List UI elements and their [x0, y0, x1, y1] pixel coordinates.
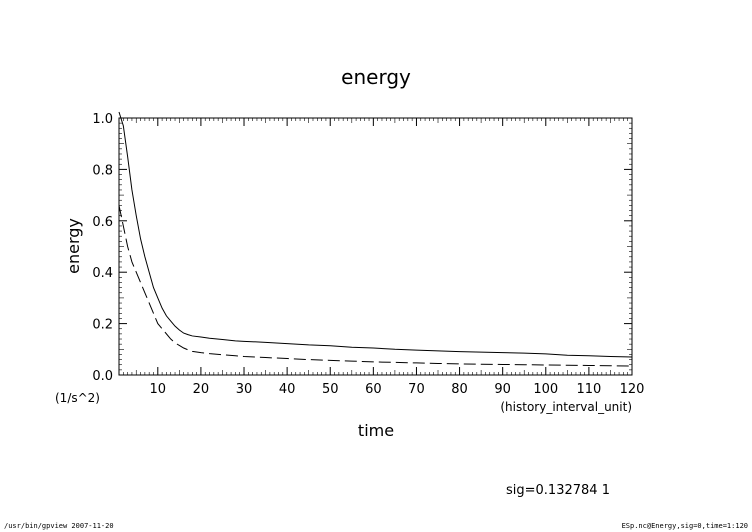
x-tick-label: 30 [236, 382, 253, 397]
y-axis-unit: (1/s^2) [55, 391, 100, 405]
x-tick-label: 100 [533, 382, 558, 397]
chart-title: energy [341, 65, 411, 89]
y-tick-label: 0.2 [92, 318, 113, 333]
y-tick-label: 0.0 [92, 369, 113, 384]
sig-annotation: sig=0.132784 1 [506, 483, 610, 498]
x-tick-label: 120 [620, 382, 645, 397]
x-tick-label: 70 [408, 382, 425, 397]
x-tick-label: 80 [451, 382, 468, 397]
x-axis-label: time [358, 421, 394, 440]
x-tick-label: 60 [365, 382, 382, 397]
x-tick-label: 90 [494, 382, 511, 397]
y-axis-label: energy [64, 218, 83, 274]
y-axis: 0.0 0.2 0.4 0.6 0.8 1.0 [92, 112, 632, 384]
x-axis: 10 20 30 40 50 60 70 80 90 100 110 120 [118, 118, 645, 397]
y-tick-label: 0.4 [92, 266, 113, 281]
x-tick-label: 110 [576, 382, 601, 397]
footer-left-note: /usr/bin/gpview 2007-11-20 [4, 522, 114, 530]
x-axis-unit: (history_interval_unit) [500, 400, 632, 414]
x-tick-label: 50 [322, 382, 339, 397]
y-tick-label: 0.6 [92, 215, 113, 230]
series-line-2-dashed [118, 205, 633, 367]
x-tick-label: 40 [279, 382, 296, 397]
footer-right-note: ESp.nc@Energy,sig=0,time=1:120 [622, 522, 748, 530]
x-tick-label: 10 [150, 382, 167, 397]
x-tick-label: 20 [193, 382, 210, 397]
series-lines [118, 111, 633, 367]
y-tick-label: 1.0 [92, 112, 113, 127]
y-tick-label: 0.8 [92, 163, 113, 178]
series-line-1-solid [118, 111, 633, 358]
